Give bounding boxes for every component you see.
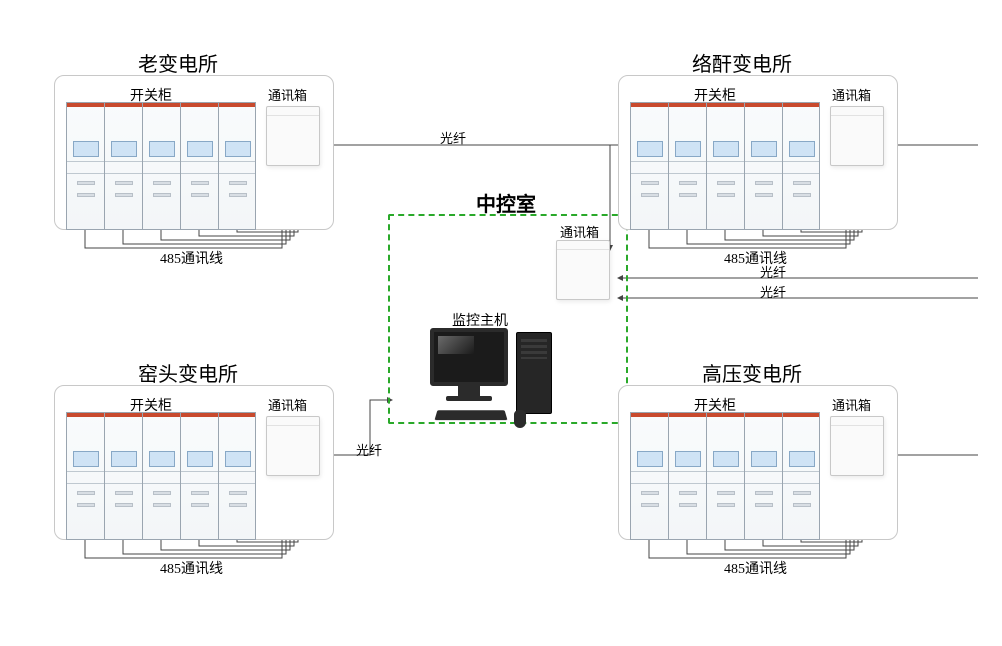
commbox-label-s2: 通讯箱: [832, 85, 871, 104]
commbox-label-s4: 通讯箱: [832, 395, 871, 414]
commbox-s1: [266, 106, 320, 166]
commbox-label-s1: 通讯箱: [268, 85, 307, 104]
commbox-label-s3: 通讯箱: [268, 395, 307, 414]
mouse: [514, 410, 526, 428]
commbox-s3: [266, 416, 320, 476]
commbox-s4: [830, 416, 884, 476]
monitor-label: 监控主机: [452, 310, 508, 330]
pc-tower: [516, 332, 552, 414]
cabinet-s3: [66, 412, 256, 540]
fiber-label-top: 光纤: [440, 128, 466, 147]
fiber-label-r2: 光纤: [760, 282, 786, 301]
cabinet-s4: [630, 412, 820, 540]
bus-label-s2: 485通讯线: [724, 248, 787, 268]
commbox-s2: [830, 106, 884, 166]
bus-label-s3: 485通讯线: [160, 558, 223, 578]
keyboard: [434, 410, 507, 420]
cabinet-s1: [66, 102, 256, 230]
monitor-host: [430, 328, 508, 401]
fiber-label-left: 光纤: [356, 440, 382, 459]
station-title-s4: 高压变电所: [702, 358, 802, 387]
station-title-s2: 络酐变电所: [692, 48, 792, 77]
station-title-s3: 窑头变电所: [138, 358, 238, 387]
bus-label-s4: 485通讯线: [724, 558, 787, 578]
station-title-s1: 老变电所: [138, 48, 218, 77]
central-title: 中控室: [476, 188, 536, 217]
central-commbox-label: 通讯箱: [560, 222, 599, 241]
cabinet-s2: [630, 102, 820, 230]
bus-label-s1: 485通讯线: [160, 248, 223, 268]
central-commbox: [556, 240, 610, 300]
